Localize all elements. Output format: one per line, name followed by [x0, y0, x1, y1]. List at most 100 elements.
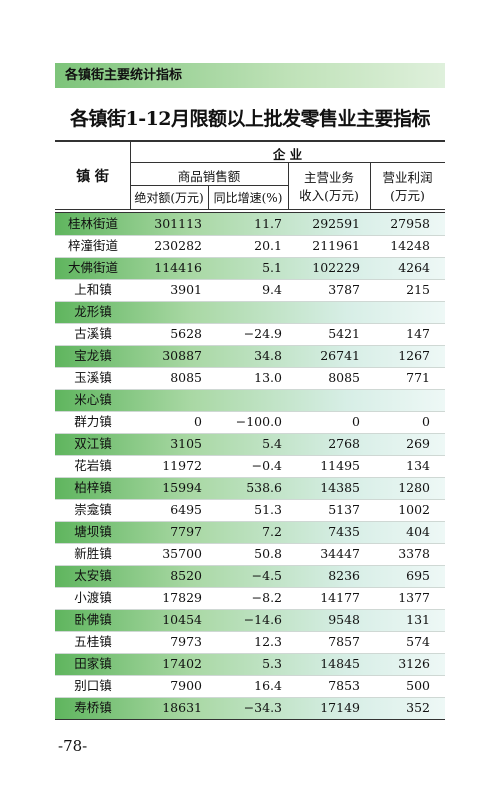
town-name: 柏梓镇	[74, 480, 112, 495]
header-income: 主营业务	[303, 170, 354, 185]
value-cell: 14845	[320, 656, 360, 671]
value-cell: 131	[406, 612, 430, 627]
row-rule	[55, 389, 445, 390]
value-cell: 11972	[162, 458, 202, 473]
rule	[130, 162, 445, 163]
value-cell: 292591	[312, 216, 360, 231]
value-cell: 35700	[162, 546, 202, 561]
value-cell: 538.6	[246, 480, 282, 495]
town-name: 米心镇	[74, 392, 112, 407]
value-cell: 7857	[328, 634, 360, 649]
value-cell: 0	[352, 414, 360, 429]
value-cell: 230282	[154, 238, 202, 253]
value-cell: 14385	[320, 480, 360, 495]
value-cell: 404	[406, 524, 430, 539]
town-name: 小渡镇	[74, 590, 112, 605]
row-rule	[55, 565, 445, 566]
value-cell: 15994	[162, 480, 202, 495]
value-cell: 301113	[154, 216, 202, 231]
value-cell: 2768	[328, 436, 360, 451]
value-cell: 215	[406, 282, 430, 297]
header-sales: 商品销售额	[177, 169, 241, 184]
value-cell: −100.0	[235, 414, 282, 429]
value-cell: 11.7	[254, 216, 282, 231]
value-cell: 51.3	[254, 502, 282, 517]
value-cell: 771	[406, 370, 430, 385]
row-rule	[55, 235, 445, 236]
value-cell: 7900	[170, 678, 202, 693]
value-cell: 10454	[162, 612, 202, 627]
value-cell: 211961	[312, 238, 360, 253]
town-name: 崇龛镇	[74, 502, 112, 517]
rule	[55, 719, 445, 720]
value-cell: 16.4	[254, 678, 282, 693]
town-name: 桂林街道	[67, 216, 118, 231]
row-rule	[55, 257, 445, 258]
town-name: 上和镇	[74, 282, 112, 297]
row-rule	[55, 477, 445, 478]
row-band	[55, 609, 445, 631]
value-cell: 4264	[398, 260, 430, 275]
rule	[208, 185, 209, 209]
row-band	[55, 389, 445, 411]
value-cell: 134	[406, 458, 430, 473]
row-rule	[55, 367, 445, 368]
value-cell: 695	[406, 568, 430, 583]
value-cell: 13.0	[254, 370, 282, 385]
town-name: 卧佛镇	[74, 612, 112, 627]
header-town: 镇 街	[76, 169, 109, 185]
value-cell: 5.1	[262, 260, 282, 275]
row-rule	[55, 499, 445, 500]
value-cell: 269	[406, 436, 430, 451]
value-cell: 500	[406, 678, 430, 693]
value-cell: 1377	[398, 590, 430, 605]
value-cell: 3787	[328, 282, 360, 297]
row-rule	[55, 587, 445, 588]
row-rule	[55, 411, 445, 412]
rule	[55, 140, 445, 142]
value-cell: 14177	[320, 590, 360, 605]
value-cell: 3378	[398, 546, 430, 561]
town-name: 宝龙镇	[74, 348, 112, 363]
row-rule	[55, 301, 445, 302]
value-cell: 27958	[390, 216, 430, 231]
rule	[370, 162, 371, 209]
row-rule	[55, 433, 445, 434]
rule	[130, 185, 288, 186]
value-cell: 3105	[170, 436, 202, 451]
page-number: -78-	[58, 737, 88, 755]
value-cell: 0	[422, 414, 430, 429]
town-name: 龙形镇	[74, 304, 112, 319]
header-enterprise: 企 业	[272, 147, 303, 162]
value-cell: 17149	[320, 700, 360, 715]
value-cell: −14.6	[243, 612, 282, 627]
town-name: 梓潼街道	[67, 238, 118, 253]
value-cell: 147	[406, 326, 430, 341]
value-cell: 8520	[170, 568, 202, 583]
row-band	[55, 257, 445, 279]
value-cell: 8236	[328, 568, 360, 583]
town-name: 新胜镇	[74, 546, 112, 561]
value-cell: 30887	[162, 348, 202, 363]
row-band	[55, 565, 445, 587]
value-cell: 20.1	[254, 238, 282, 253]
row-rule	[55, 521, 445, 522]
town-name: 古溪镇	[74, 326, 112, 341]
banner: 各镇街主要统计指标	[55, 63, 445, 88]
row-rule	[55, 697, 445, 698]
town-name: 田家镇	[74, 656, 112, 671]
value-cell: 17402	[162, 656, 202, 671]
town-name: 太安镇	[74, 568, 112, 583]
value-cell: 1002	[398, 502, 430, 517]
header-income: 收入(万元)	[299, 188, 359, 203]
value-cell: 7973	[170, 634, 202, 649]
town-name: 别口镇	[74, 678, 112, 693]
value-cell: 9.4	[262, 282, 282, 297]
value-cell: 0	[194, 414, 202, 429]
value-cell: 8085	[170, 370, 202, 385]
value-cell: 5421	[328, 326, 360, 341]
town-name: 寿桥镇	[74, 700, 112, 715]
value-cell: −34.3	[243, 700, 282, 715]
town-name: 玉溪镇	[74, 370, 112, 385]
